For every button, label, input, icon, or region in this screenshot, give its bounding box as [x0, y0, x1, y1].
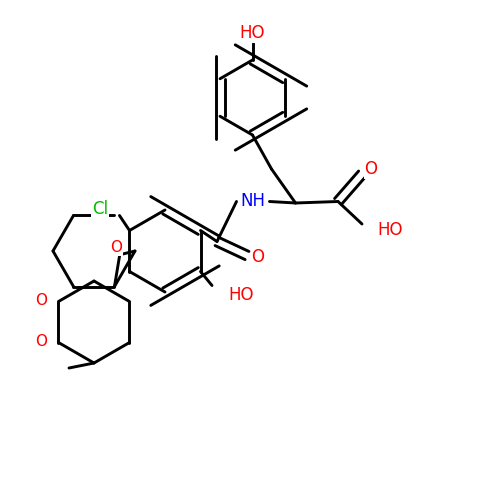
Text: O: O	[110, 240, 122, 256]
Text: HO: HO	[377, 221, 402, 239]
Text: O: O	[36, 292, 48, 308]
Text: O: O	[252, 248, 264, 266]
Text: HO: HO	[228, 286, 254, 304]
Text: NH: NH	[240, 192, 266, 210]
Text: Cl: Cl	[92, 200, 108, 218]
Text: HO: HO	[240, 24, 265, 42]
Text: O: O	[364, 160, 378, 178]
Text: O: O	[36, 334, 48, 348]
